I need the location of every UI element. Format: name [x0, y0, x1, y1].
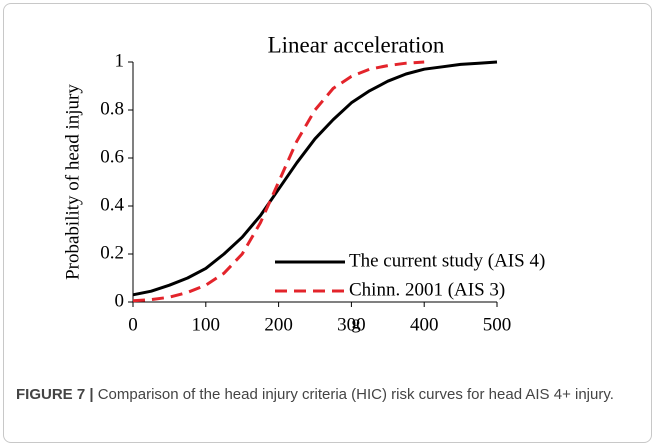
y-tick-label: 0.2	[100, 242, 124, 263]
x-tick-label: 200	[264, 314, 293, 335]
figure-frame	[3, 3, 652, 443]
x-axis-label: g	[351, 312, 361, 333]
legend-label: The current study (AIS 4)	[349, 250, 545, 271]
y-tick-label: 0	[115, 290, 125, 311]
x-tick-label: 300	[337, 314, 366, 335]
x-tick-label: 0	[128, 314, 138, 335]
x-tick-label: 500	[483, 314, 512, 335]
y-tick-label: 0.6	[100, 146, 124, 167]
caption-text: Comparison of the head injury criteria (…	[97, 386, 614, 403]
y-tick-label: 0.4	[100, 194, 124, 215]
y-tick-label: 1	[115, 50, 125, 71]
x-tick-label: 400	[410, 314, 439, 335]
y-tick-label: 0.8	[100, 98, 124, 119]
chart-title: Linear acceleration	[268, 32, 445, 57]
x-tick-label: 100	[192, 314, 221, 335]
caption-label: FIGURE 7 |	[16, 386, 94, 403]
chart: Linear acceleration g Probability of hea…	[62, 32, 545, 335]
series-line	[132, 60, 425, 303]
series-line	[132, 60, 498, 297]
y-axis-label: Probability of head injury	[62, 84, 83, 280]
legend-label: Chinn. 2001 (AIS 3)	[349, 279, 505, 300]
caption: FIGURE 7 | Comparison of the head injury…	[16, 383, 636, 407]
